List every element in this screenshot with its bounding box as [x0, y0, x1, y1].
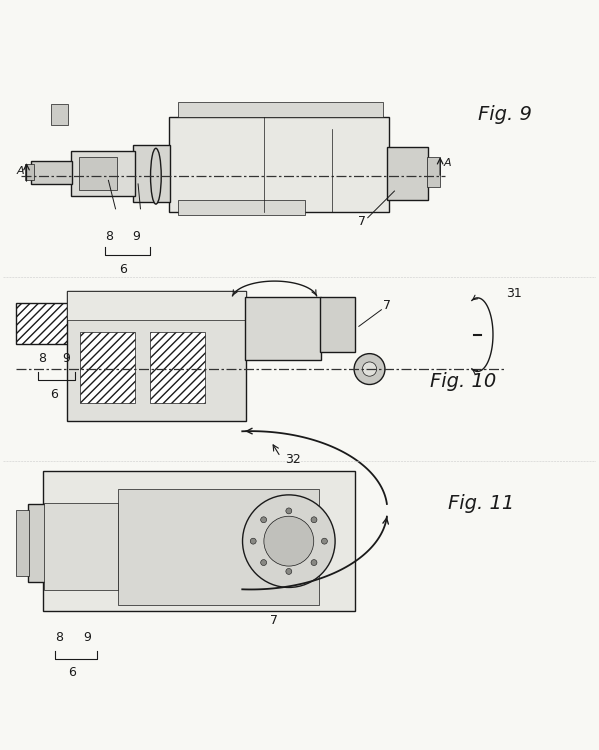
- Text: 7: 7: [383, 298, 391, 311]
- Text: 6: 6: [50, 388, 58, 400]
- Circle shape: [264, 516, 314, 566]
- Text: 8: 8: [55, 631, 63, 644]
- Bar: [52, 104, 68, 125]
- Text: Fig. 11: Fig. 11: [448, 494, 514, 512]
- Bar: [16, 510, 29, 575]
- Text: Fig. 9: Fig. 9: [477, 105, 531, 124]
- Text: 9: 9: [62, 352, 70, 365]
- Bar: [427, 158, 440, 187]
- Ellipse shape: [150, 148, 161, 204]
- Circle shape: [261, 517, 267, 523]
- Bar: [388, 146, 428, 200]
- Bar: [178, 102, 383, 117]
- Circle shape: [322, 538, 328, 544]
- Text: 7: 7: [270, 614, 278, 627]
- Bar: [67, 291, 246, 320]
- Circle shape: [354, 354, 385, 385]
- Text: 31: 31: [506, 286, 522, 300]
- Bar: [28, 504, 46, 581]
- Bar: [78, 157, 117, 190]
- Text: 9: 9: [132, 230, 140, 243]
- Circle shape: [243, 495, 335, 587]
- Bar: [169, 117, 389, 212]
- Bar: [150, 332, 204, 404]
- Circle shape: [250, 538, 256, 544]
- Text: 7: 7: [358, 215, 365, 229]
- Bar: [44, 503, 119, 590]
- Bar: [320, 297, 355, 352]
- Text: Fig. 10: Fig. 10: [430, 372, 497, 391]
- Bar: [71, 151, 135, 196]
- Circle shape: [311, 517, 317, 523]
- Bar: [80, 332, 135, 404]
- Bar: [245, 297, 321, 360]
- Text: 6: 6: [119, 263, 127, 276]
- Text: 8: 8: [105, 230, 113, 243]
- Circle shape: [286, 508, 292, 514]
- Text: A: A: [17, 166, 25, 176]
- Bar: [43, 471, 355, 611]
- Circle shape: [261, 560, 267, 566]
- Bar: [67, 291, 246, 422]
- Bar: [178, 200, 305, 214]
- Text: 32: 32: [285, 453, 301, 466]
- Bar: [25, 164, 34, 180]
- Bar: [16, 302, 68, 344]
- Text: 9: 9: [83, 631, 91, 644]
- Text: 8: 8: [38, 352, 46, 365]
- Text: A: A: [444, 158, 451, 168]
- Circle shape: [311, 560, 317, 566]
- Bar: [31, 161, 72, 184]
- Circle shape: [286, 568, 292, 574]
- Bar: [119, 489, 319, 605]
- Text: 6: 6: [68, 667, 76, 680]
- Bar: [134, 145, 170, 202]
- Circle shape: [362, 362, 377, 376]
